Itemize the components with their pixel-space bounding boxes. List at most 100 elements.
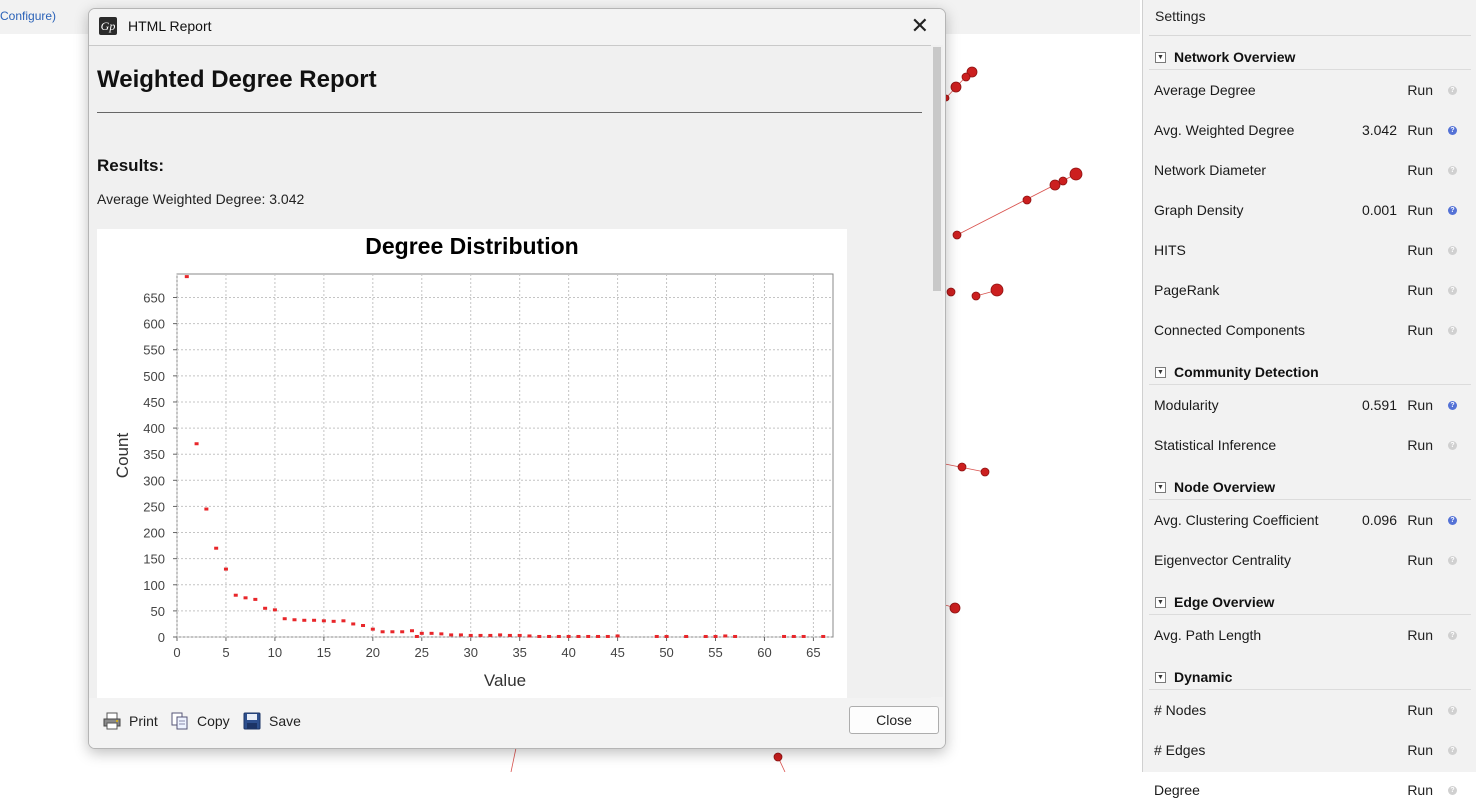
section-header[interactable]: ▼ Dynamic <box>1149 665 1471 690</box>
help-icon[interactable]: ? <box>1448 165 1457 175</box>
data-point <box>733 634 738 638</box>
data-point <box>331 619 336 623</box>
section-header[interactable]: ▼ Community Detection <box>1149 360 1471 385</box>
data-point <box>419 631 424 635</box>
help-icon[interactable]: ? <box>1448 285 1457 295</box>
data-point <box>517 633 522 637</box>
x-tick-label: 20 <box>366 645 380 660</box>
scrollbar-thumb[interactable] <box>933 47 941 291</box>
collapse-icon[interactable]: ▼ <box>1155 51 1166 63</box>
dialog-footer: Print Copy Save Close <box>89 698 945 748</box>
help-icon[interactable]: ? <box>1448 555 1457 565</box>
x-tick-label: 35 <box>512 645 526 660</box>
run-button[interactable]: Run <box>1407 162 1433 178</box>
help-icon[interactable]: ? <box>1448 85 1457 95</box>
section-header[interactable]: ▼ Node Overview <box>1149 475 1471 500</box>
run-button[interactable]: Run <box>1407 82 1433 98</box>
statistic-row: Eigenvector Centrality Run? <box>1149 540 1471 580</box>
close-button[interactable]: Close <box>849 706 939 734</box>
statistic-name: Avg. Path Length <box>1154 627 1262 643</box>
statistic-row: Avg. Weighted Degree 3.042 Run? <box>1149 110 1471 150</box>
x-tick-label: 15 <box>317 645 331 660</box>
window-title: HTML Report <box>128 18 212 34</box>
configure-link[interactable]: Configure) <box>0 9 57 23</box>
x-tick-label: 0 <box>173 645 180 660</box>
statistic-name: Graph Density <box>1154 202 1244 218</box>
dialog-titlebar[interactable]: Gp HTML Report ✕ <box>89 9 945 44</box>
data-point <box>194 442 199 446</box>
help-icon[interactable]: ? <box>1448 705 1457 715</box>
report-content[interactable]: Weighted Degree Report Results: Average … <box>89 45 931 698</box>
help-icon[interactable]: ? <box>1448 515 1457 525</box>
vertical-scrollbar[interactable] <box>931 45 943 697</box>
run-button[interactable]: Run <box>1407 782 1433 798</box>
y-tick-label: 100 <box>143 578 165 593</box>
help-icon[interactable]: ? <box>1448 245 1457 255</box>
data-point <box>449 633 454 637</box>
collapse-icon[interactable]: ▼ <box>1155 366 1166 378</box>
section-header[interactable]: ▼ Edge Overview <box>1149 590 1471 615</box>
close-icon[interactable]: ✕ <box>910 13 929 38</box>
run-button[interactable]: Run <box>1407 322 1433 338</box>
statistic-row: Network Diameter Run? <box>1149 150 1471 190</box>
data-point <box>272 608 277 612</box>
copy-button[interactable]: Copy <box>171 712 230 730</box>
run-button[interactable]: Run <box>1407 122 1433 138</box>
data-point <box>478 633 483 637</box>
copy-icon <box>171 712 188 730</box>
data-point <box>615 634 620 638</box>
data-point <box>556 634 561 638</box>
data-point <box>547 634 552 638</box>
run-button[interactable]: Run <box>1407 627 1433 643</box>
help-icon[interactable]: ? <box>1448 205 1457 215</box>
run-button[interactable]: Run <box>1407 282 1433 298</box>
data-point <box>439 632 444 636</box>
data-point <box>527 634 532 638</box>
section-header[interactable]: ▼ Network Overview <box>1149 45 1471 70</box>
help-icon[interactable]: ? <box>1448 400 1457 410</box>
help-icon[interactable]: ? <box>1448 325 1457 335</box>
run-button[interactable]: Run <box>1407 552 1433 568</box>
data-point <box>801 634 806 638</box>
help-icon[interactable]: ? <box>1448 440 1457 450</box>
collapse-icon[interactable]: ▼ <box>1155 596 1166 608</box>
x-tick-label: 50 <box>659 645 673 660</box>
data-point <box>400 630 405 634</box>
run-button[interactable]: Run <box>1407 742 1433 758</box>
print-button[interactable]: Print <box>103 712 158 730</box>
results-label: Results: <box>97 156 165 175</box>
data-point <box>684 634 689 638</box>
collapse-icon[interactable]: ▼ <box>1155 481 1166 493</box>
average-weighted-degree-text: Average Weighted Degree: 3.042 <box>97 191 305 207</box>
statistic-name: Avg. Clustering Coefficient <box>1154 512 1319 528</box>
run-button[interactable]: Run <box>1407 702 1433 718</box>
run-button[interactable]: Run <box>1407 242 1433 258</box>
help-icon[interactable]: ? <box>1448 785 1457 795</box>
statistic-row: Avg. Clustering Coefficient 0.096 Run? <box>1149 500 1471 540</box>
statistic-name: HITS <box>1154 242 1186 258</box>
y-tick-label: 400 <box>143 421 165 436</box>
y-tick-label: 450 <box>143 395 165 410</box>
run-button[interactable]: Run <box>1407 437 1433 453</box>
data-point <box>263 606 268 610</box>
statistic-name: Statistical Inference <box>1154 437 1277 453</box>
data-point <box>429 631 434 635</box>
data-point <box>370 627 375 631</box>
save-button[interactable]: Save <box>243 712 301 730</box>
data-point <box>782 634 787 638</box>
data-point <box>233 593 238 597</box>
help-icon[interactable]: ? <box>1448 125 1457 135</box>
help-icon[interactable]: ? <box>1448 745 1457 755</box>
data-point <box>204 507 209 511</box>
run-button[interactable]: Run <box>1407 397 1433 413</box>
help-icon[interactable]: ? <box>1448 630 1457 640</box>
statistic-name: PageRank <box>1154 282 1220 298</box>
statistic-row: HITS Run? <box>1149 230 1471 270</box>
data-point <box>654 634 659 638</box>
collapse-icon[interactable]: ▼ <box>1155 671 1166 683</box>
data-point <box>713 634 718 638</box>
run-button[interactable]: Run <box>1407 512 1433 528</box>
data-point <box>605 634 610 638</box>
run-button[interactable]: Run <box>1407 202 1433 218</box>
section-title: Edge Overview <box>1174 594 1275 610</box>
